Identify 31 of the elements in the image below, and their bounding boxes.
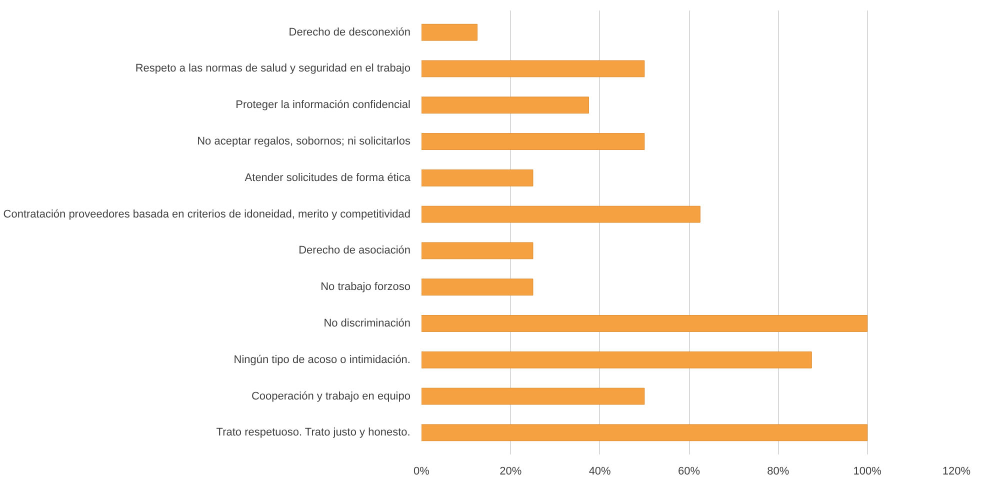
y-tick-label: Trato respetuoso. Trato justo y honesto. <box>216 426 410 439</box>
bar <box>422 351 812 368</box>
y-tick-label: Respeto a las normas de salud y seguridad en el trabajo <box>135 62 411 75</box>
bar <box>422 60 645 78</box>
bar <box>422 206 700 223</box>
y-tick-label: Cooperación y trabajo en equipo <box>252 390 411 402</box>
y-tick-label: Contratación proveedores basada en criterios de idoneidad, merito y competitividad <box>3 208 411 220</box>
y-tick-label: No aceptar regalos, sobornos; ni solicitarlos <box>197 136 411 148</box>
bar <box>422 388 645 405</box>
y-tick-label: Proteger la información confidencial <box>236 99 411 112</box>
bar <box>422 424 868 442</box>
bar <box>422 133 645 150</box>
y-tick-label: Atender solicitudes de forma ética <box>244 172 412 184</box>
bar <box>422 24 478 41</box>
x-tick-label: 100% <box>853 466 882 478</box>
x-tick-label: 80% <box>767 466 790 478</box>
bar <box>422 169 534 186</box>
x-tick-label: 60% <box>678 466 700 478</box>
x-tick-label: 120% <box>942 466 971 478</box>
x-tick-label: 20% <box>500 466 522 478</box>
y-tick-label: Derecho de desconexión <box>288 26 411 38</box>
y-tick-label: Derecho de asociación <box>298 244 411 257</box>
bar <box>422 96 589 114</box>
y-tick-label: No discriminación <box>324 317 411 330</box>
x-tick-label: 40% <box>588 466 612 478</box>
y-tick-label: Ningún tipo de acoso o intimidación. <box>234 354 411 366</box>
y-tick-label: No trabajo forzoso <box>320 281 411 294</box>
bar <box>422 242 534 260</box>
bar <box>422 315 868 332</box>
bar <box>422 278 534 296</box>
x-tick-label: 0% <box>414 466 430 478</box>
